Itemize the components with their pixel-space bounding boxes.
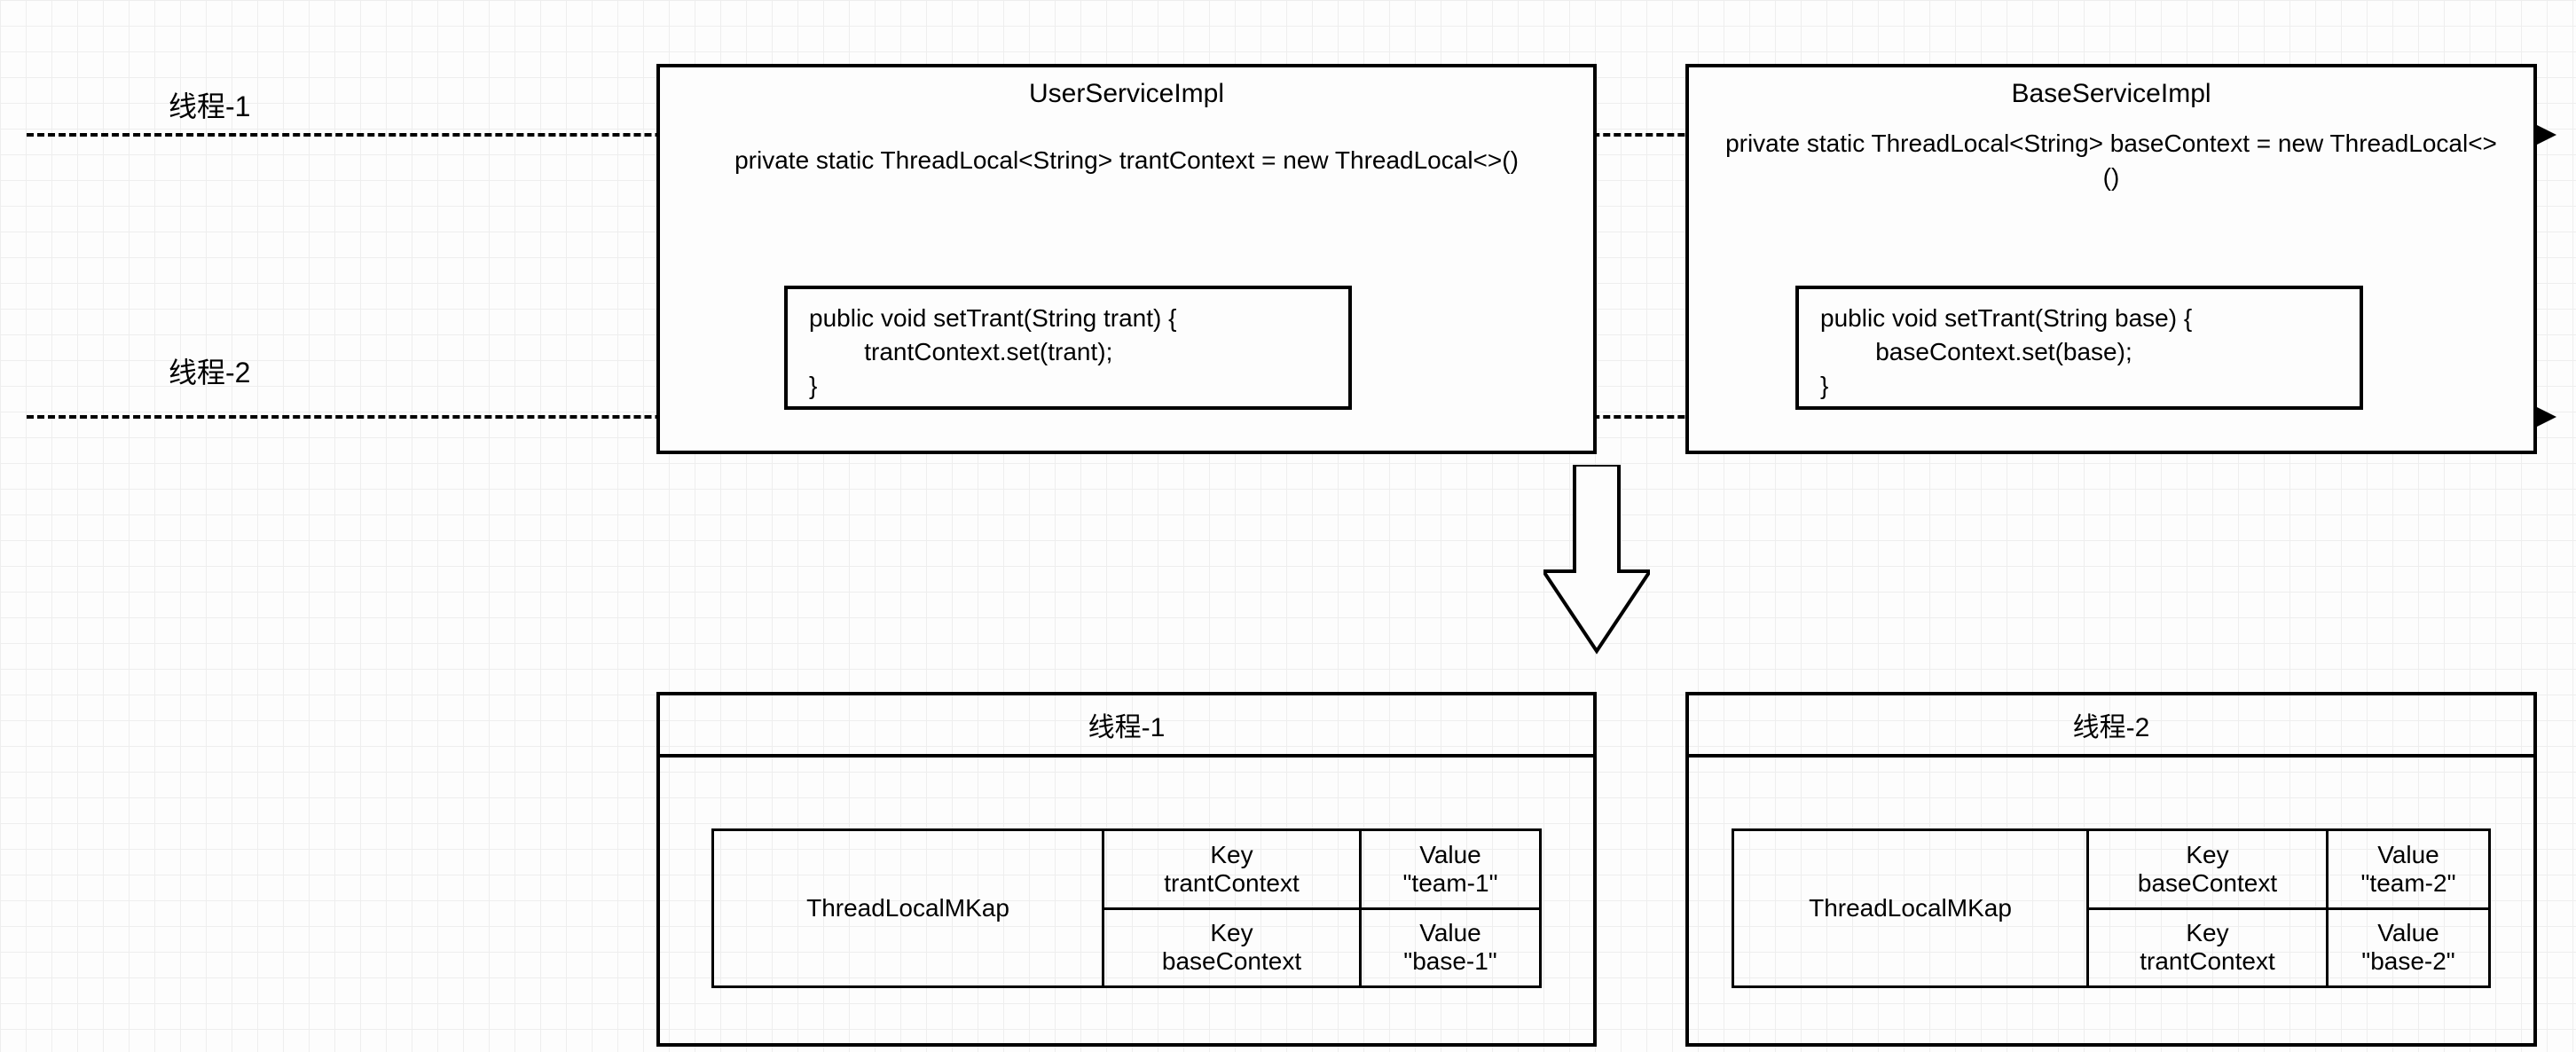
thread2-label: 线程-2 (169, 350, 250, 391)
arrow-head-icon (2537, 125, 2556, 145)
base-service-box-border: BaseServiceImpl private static ThreadLoc… (1685, 64, 2537, 454)
value-label: Value (1419, 841, 1481, 869)
key-label: Key (2186, 841, 2228, 869)
key-name: baseContext (1162, 947, 1301, 976)
down-arrow-icon (1543, 465, 1650, 660)
thread2-tlmap: ThreadLocalMKap Key baseContext Value "t… (1732, 828, 2491, 988)
key-label: Key (2186, 919, 2228, 947)
base-service-declaration: private static ThreadLocal<String> baseC… (1689, 121, 2533, 200)
key-name: trantContext (2140, 947, 2275, 976)
value-text: "team-1" (1402, 869, 1497, 898)
user-service-method: public void setTrant(String trant) { tra… (784, 286, 1352, 410)
value-text: "team-2" (2360, 869, 2455, 898)
table-row: Key trantContext Value "team-1" (1104, 831, 1539, 907)
arrow-head-icon (2537, 407, 2556, 427)
key-label: Key (1210, 841, 1253, 869)
thread1-map-box: 线程-1 ThreadLocalMKap Key trantContext Va… (656, 692, 1597, 1047)
thread2-map-title: 线程-2 (1689, 695, 2533, 758)
value-text: "base-2" (2361, 947, 2455, 976)
user-service-declaration: private static ThreadLocal<String> trant… (660, 121, 1593, 200)
thread2-map-box: 线程-2 ThreadLocalMKap Key baseContext Val… (1685, 692, 2537, 1047)
key-label: Key (1210, 919, 1253, 947)
thread1-map-title: 线程-1 (660, 695, 1593, 758)
key-name: baseContext (2138, 869, 2277, 898)
base-service-method: public void setTrant(String base) { base… (1795, 286, 2363, 410)
tlmap-label: ThreadLocalMKap (714, 831, 1104, 985)
base-service-title: BaseServiceImpl (1689, 67, 2533, 121)
key-name: trantContext (1164, 869, 1300, 898)
user-service-box-border: UserServiceImpl private static ThreadLoc… (656, 64, 1597, 454)
table-row: Key trantContext Value "base-2" (2089, 907, 2488, 986)
value-text: "base-1" (1403, 947, 1497, 976)
table-row: Key baseContext Value "team-2" (2089, 831, 2488, 907)
thread1-tlmap: ThreadLocalMKap Key trantContext Value "… (711, 828, 1542, 988)
tlmap-label: ThreadLocalMKap (1734, 831, 2089, 985)
value-label: Value (2377, 919, 2439, 947)
thread1-label: 线程-1 (169, 84, 250, 125)
value-label: Value (1419, 919, 1481, 947)
table-row: Key baseContext Value "base-1" (1104, 907, 1539, 986)
value-label: Value (2377, 841, 2439, 869)
user-service-title: UserServiceImpl (660, 67, 1593, 121)
